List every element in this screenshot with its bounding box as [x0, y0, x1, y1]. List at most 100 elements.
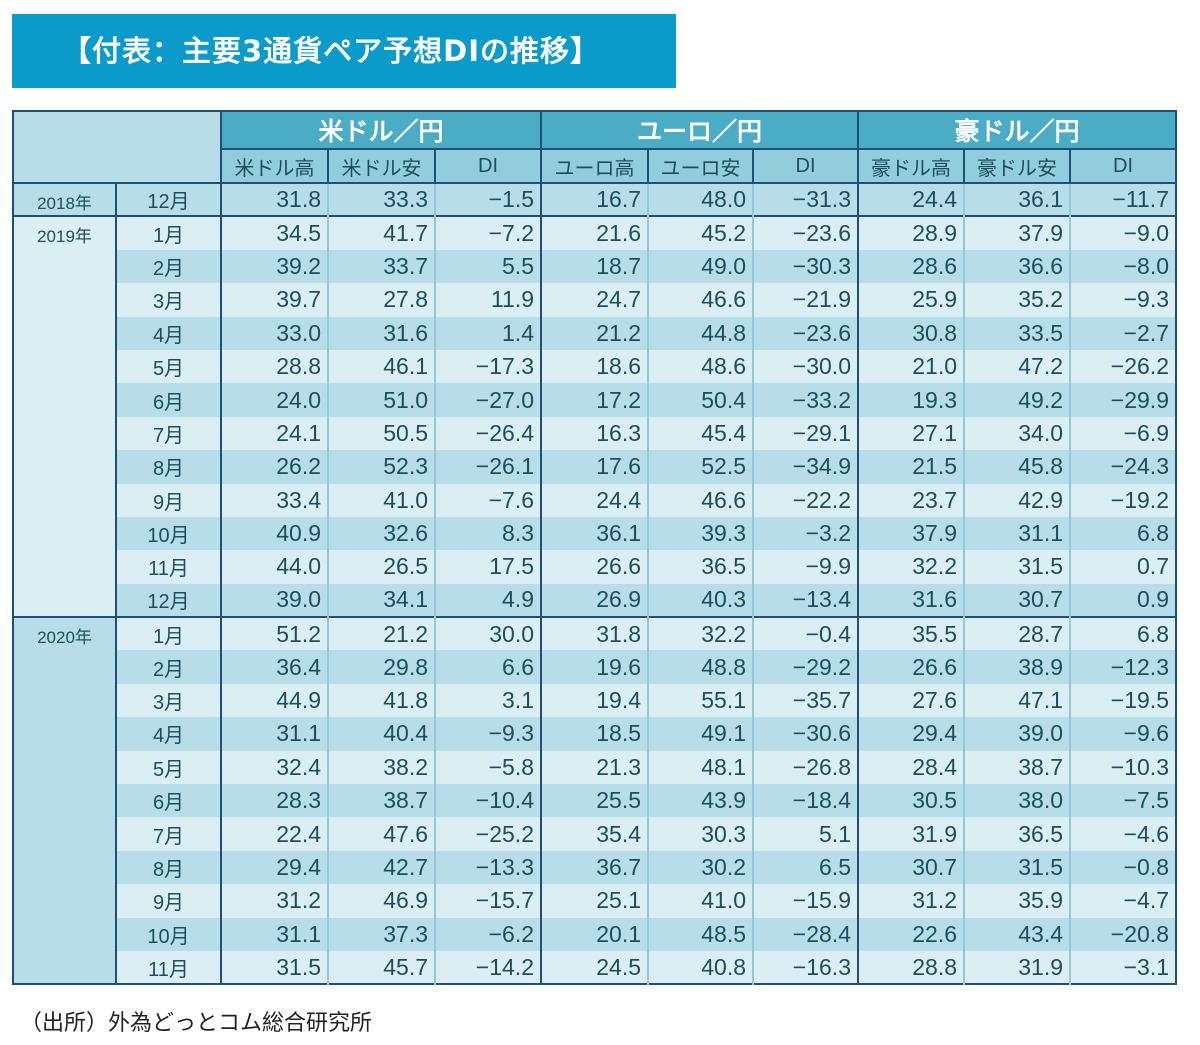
month-cell: 8月 [115, 850, 222, 885]
page-title: 【付表：主要3通貨ペア予想DIの推移】 [12, 14, 676, 88]
value-cell: −0.8 [1069, 850, 1177, 885]
month-cell: 1月 [115, 616, 222, 651]
value-cell: 30.7 [857, 850, 965, 885]
value-cell: 31.8 [540, 616, 649, 651]
month-cell: 10月 [115, 516, 222, 551]
value-cell: −23.6 [752, 215, 859, 250]
value-cell: −26.4 [434, 416, 542, 451]
value-cell: 34.5 [220, 215, 329, 250]
value-cell: 17.5 [434, 550, 542, 584]
table-row: 5月 32.4 38.2 −5.8 21.3 48.1 −26.8 28.4 38.7 −10.3 [13, 750, 1177, 785]
value-cell: 31.8 [220, 181, 329, 217]
value-cell: 39.3 [647, 516, 754, 551]
value-cell: 40.3 [647, 583, 754, 618]
table-row: 12月 39.0 34.1 4.9 26.9 40.3 −13.4 31.6 30.7 0.9 [13, 583, 1177, 618]
value-cell: 26.6 [857, 650, 965, 684]
month-cell: 12月 [115, 583, 222, 618]
column-header: ユーロ安 [647, 148, 754, 184]
value-cell: 22.6 [857, 917, 965, 951]
value-cell: −13.3 [434, 850, 542, 885]
table-row: 2019年 1月 34.5 41.7 −7.2 21.6 45.2 −23.6 28.9 37.9… [13, 215, 1177, 618]
value-cell: 40.4 [327, 717, 436, 751]
value-cell: 50.5 [327, 416, 436, 451]
value-cell: 32.2 [647, 616, 754, 651]
value-cell: −6.9 [1069, 416, 1177, 451]
value-cell: 6.6 [434, 650, 542, 684]
value-cell: 36.1 [540, 516, 649, 551]
value-cell: 30.7 [963, 583, 1071, 618]
value-cell: 4.9 [434, 583, 542, 618]
value-cell: −10.4 [434, 784, 542, 818]
value-cell: −29.1 [752, 416, 859, 451]
month-cell: 3月 [115, 283, 222, 317]
value-cell: 16.7 [540, 181, 649, 217]
value-cell: 31.2 [857, 884, 965, 918]
value-cell: 6.8 [1069, 616, 1177, 651]
value-cell: 19.3 [857, 383, 965, 417]
table-row: 4月 33.0 31.6 1.4 21.2 44.8 −23.6 30.8 33.5 −2.7 [13, 316, 1177, 350]
value-cell: 25.9 [857, 283, 965, 317]
table-row: 9月 33.4 41.0 −7.6 24.4 46.6 −22.2 23.7 42.9 −19.2 [13, 483, 1177, 517]
value-cell: 34.0 [963, 416, 1071, 451]
month-cell: 11月 [115, 550, 222, 584]
value-cell: 49.1 [647, 717, 754, 751]
value-cell: 45.4 [647, 416, 754, 451]
value-cell: 39.0 [963, 717, 1071, 751]
value-cell: 35.9 [963, 884, 1071, 918]
column-header: DI [752, 148, 859, 184]
value-cell: 30.5 [857, 784, 965, 818]
value-cell: 36.4 [220, 650, 329, 684]
value-cell: −15.9 [752, 884, 859, 918]
value-cell: 19.6 [540, 650, 649, 684]
group-header-audjpy: 豪ドル／円 [857, 110, 1177, 150]
value-cell: 33.4 [220, 483, 329, 517]
value-cell: 46.1 [327, 349, 436, 384]
value-cell: 40.9 [220, 516, 329, 551]
value-cell: 48.8 [647, 650, 754, 684]
month-cell: 11月 [115, 950, 222, 985]
value-cell: −12.3 [1069, 650, 1177, 684]
table-row: 2月 36.4 29.8 6.6 19.6 48.8 −29.2 26.6 38.9 −12.3 [13, 650, 1177, 684]
table-row: 3月 44.9 41.8 3.1 19.4 55.1 −35.7 27.6 47.1 −19.5 [13, 683, 1177, 718]
value-cell: −19.2 [1069, 483, 1177, 517]
month-cell: 7月 [115, 416, 222, 451]
year-cell: 2018年 [13, 181, 117, 217]
value-cell: 35.2 [963, 283, 1071, 317]
value-cell: 24.4 [857, 181, 965, 217]
value-cell: 51.0 [327, 383, 436, 417]
month-cell: 12月 [115, 181, 222, 217]
value-cell: 37.3 [327, 917, 436, 951]
month-cell: 1月 [115, 215, 222, 250]
value-cell: 24.7 [540, 283, 649, 317]
value-cell: −30.0 [752, 349, 859, 384]
value-cell: −11.7 [1069, 181, 1177, 217]
column-header: DI [434, 148, 542, 184]
value-cell: 24.1 [220, 416, 329, 451]
value-cell: 28.8 [857, 950, 965, 985]
value-cell: 52.3 [327, 450, 436, 484]
value-cell: 25.5 [540, 784, 649, 818]
month-cell: 8月 [115, 450, 222, 484]
value-cell: −19.5 [1069, 683, 1177, 718]
value-cell: −9.9 [752, 550, 859, 584]
value-cell: 0.7 [1069, 550, 1177, 584]
value-cell: 29.8 [327, 650, 436, 684]
column-header: DI [1069, 148, 1177, 184]
month-cell: 4月 [115, 316, 222, 350]
value-cell: −27.0 [434, 383, 542, 417]
column-header: 米ドル高 [220, 148, 329, 184]
month-cell: 10月 [115, 917, 222, 951]
value-cell: −3.1 [1069, 950, 1177, 985]
value-cell: 52.5 [647, 450, 754, 484]
column-header: 豪ドル高 [857, 148, 965, 184]
value-cell: −6.2 [434, 917, 542, 951]
value-cell: 30.2 [647, 850, 754, 885]
value-cell: 29.4 [857, 717, 965, 751]
value-cell: −29.2 [752, 650, 859, 684]
table-row: 7月 24.1 50.5 −26.4 16.3 45.4 −29.1 27.1 34.0 −6.9 [13, 416, 1177, 451]
month-cell: 6月 [115, 383, 222, 417]
month-cell: 5月 [115, 349, 222, 384]
value-cell: 24.0 [220, 383, 329, 417]
table-row: 11月 44.0 26.5 17.5 26.6 36.5 −9.9 32.2 31.5 0.7 [13, 550, 1177, 584]
table-row: 9月 31.2 46.9 −15.7 25.1 41.0 −15.9 31.2 35.9 −4.7 [13, 884, 1177, 918]
